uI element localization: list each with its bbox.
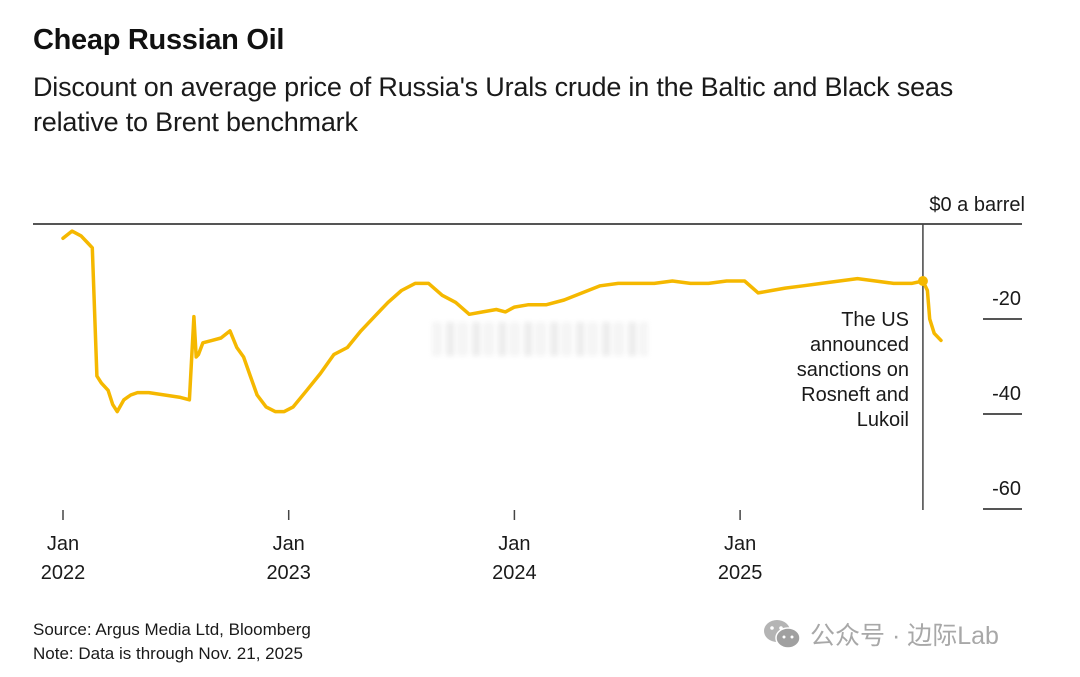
- source-note: Source: Argus Media Ltd, Bloomberg: [33, 620, 311, 639]
- y-axis-tick-minus-60: -60: [983, 478, 1022, 510]
- watermark-text: 公众号 · 边际Lab: [810, 622, 999, 650]
- svg-text:-40: -40: [992, 383, 1021, 405]
- svg-text:sanctions on: sanctions on: [797, 359, 909, 381]
- y-axis-tick-minus-40: -40: [983, 383, 1022, 415]
- y-axis-unit-label: $0 a barrel: [929, 194, 1025, 216]
- sanctions-annotation-text: The US announced sanctions on Rosneft an…: [797, 309, 909, 431]
- wechat-icon: [764, 620, 801, 649]
- svg-text:2023: 2023: [266, 562, 311, 584]
- x-axis-tick-2025: Jan 2025: [718, 510, 763, 584]
- svg-text:Lukoil: Lukoil: [857, 409, 909, 431]
- svg-text:-60: -60: [992, 478, 1021, 500]
- svg-text:Jan: Jan: [47, 533, 79, 555]
- x-axis-tick-2022: Jan 2022: [41, 510, 86, 584]
- svg-text:Jan: Jan: [273, 533, 305, 555]
- blurred-watermark-patch: [432, 322, 648, 356]
- svg-text:Jan: Jan: [498, 533, 530, 555]
- svg-text:-20: -20: [992, 288, 1021, 310]
- x-axis: Jan 2022 Jan 2023 Jan 2024 Jan 2025: [41, 510, 763, 584]
- svg-text:2024: 2024: [492, 562, 537, 584]
- x-axis-tick-2024: Jan 2024: [492, 510, 537, 584]
- svg-text:Rosneft and: Rosneft and: [801, 384, 909, 406]
- svg-text:Jan: Jan: [724, 533, 756, 555]
- svg-text:2025: 2025: [718, 562, 763, 584]
- sanctions-marker-dot: [917, 276, 928, 286]
- x-axis-tick-2023: Jan 2023: [266, 510, 311, 584]
- svg-text:The US: The US: [841, 309, 909, 331]
- watermark: 公众号 · 边际Lab: [762, 616, 999, 652]
- y-axis-tick-minus-20: -20: [983, 288, 1022, 320]
- chart-subtitle: Discount on average price of Russia's Ur…: [33, 72, 954, 137]
- svg-text:2022: 2022: [41, 562, 86, 584]
- chart-title: Cheap Russian Oil: [33, 24, 285, 56]
- svg-text:announced: announced: [810, 334, 909, 356]
- data-note: Note: Data is through Nov. 21, 2025: [33, 644, 303, 663]
- urals-discount-line: [61, 229, 943, 414]
